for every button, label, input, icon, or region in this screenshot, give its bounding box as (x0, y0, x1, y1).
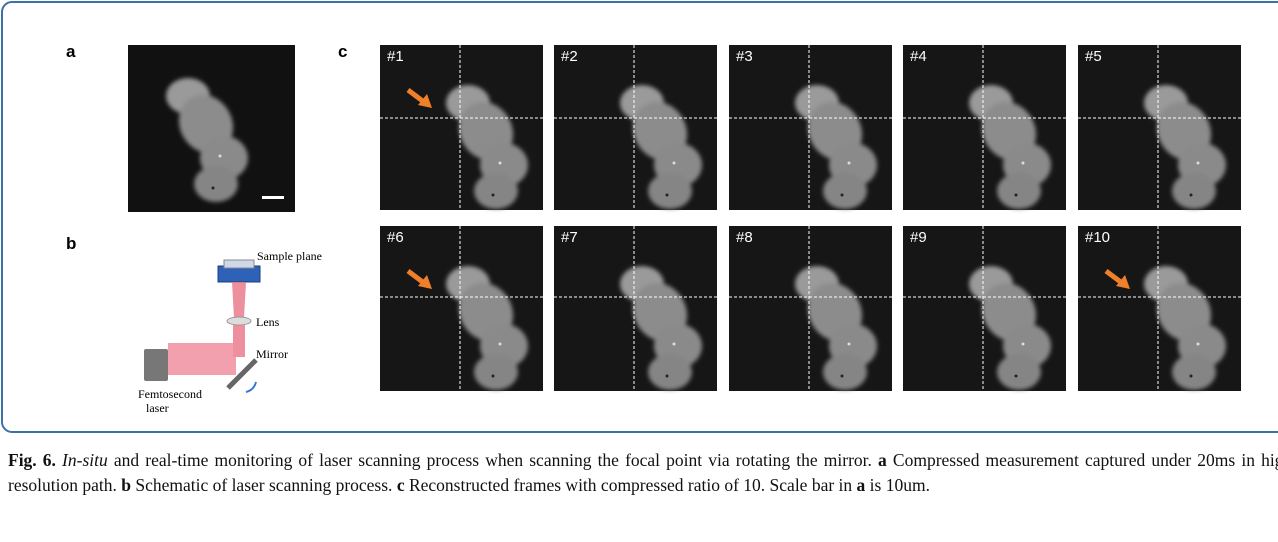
schematic-label: laser (146, 401, 169, 415)
frame: #1 (380, 45, 543, 210)
caption-run: In-situ (62, 450, 108, 470)
schematic-label: Femtosecond (138, 387, 202, 401)
frame: #9 (903, 226, 1066, 391)
frame: #10 (1078, 226, 1241, 391)
frame-label: #6 (387, 229, 404, 246)
frame-label: #8 (736, 229, 753, 246)
frames: #1 #2 #3 #4 #5 #6 #7 #8 #9 #10 (380, 45, 1241, 391)
caption-run: and real-time monitoring of laser scanni… (114, 450, 872, 470)
frame: #4 (903, 45, 1066, 210)
schematic: Sample plane Lens Mirror Femtosecond las… (138, 249, 322, 415)
caption: Fig. 6. In-situ and real-time monitoring… (8, 448, 1278, 498)
frame: #6 (380, 226, 543, 391)
panel-label: a (66, 42, 76, 61)
frame-label: #4 (910, 48, 927, 65)
frame-label: #5 (1085, 48, 1102, 65)
frame-label: #7 (561, 229, 578, 246)
panel-label: c (338, 42, 347, 61)
frame-label: #10 (1085, 229, 1110, 246)
caption-run: a (857, 475, 866, 495)
caption-run: is 10um. (870, 475, 930, 495)
schematic-label: Lens (256, 315, 280, 329)
caption-run: b (121, 475, 131, 495)
caption-run: Schematic of laser scanning process. (135, 475, 392, 495)
frame: #7 (554, 226, 717, 391)
schematic-label: Sample plane (257, 249, 322, 263)
frame: #3 (729, 45, 892, 210)
frame-label: #2 (561, 48, 578, 65)
frame-label: #3 (736, 48, 753, 65)
frame: #8 (729, 226, 892, 391)
frame-label: #1 (387, 48, 404, 65)
caption-run: c (397, 475, 405, 495)
caption-run: a (878, 450, 887, 470)
frame-label: #9 (910, 229, 927, 246)
schematic-label: Mirror (256, 347, 288, 361)
panel-label: b (66, 234, 76, 253)
figure: a b c Sample plane Lens Mirror Femtoseco… (0, 0, 1278, 436)
panel-a-image (128, 45, 295, 212)
frame: #2 (554, 45, 717, 210)
page: {"panels": {"a": "a", "b": "b", "c": "c"… (0, 0, 1278, 542)
caption-run: Fig. 6. (8, 450, 56, 470)
frame: #5 (1078, 45, 1241, 210)
caption-run: Reconstructed frames with compressed rat… (409, 475, 852, 495)
